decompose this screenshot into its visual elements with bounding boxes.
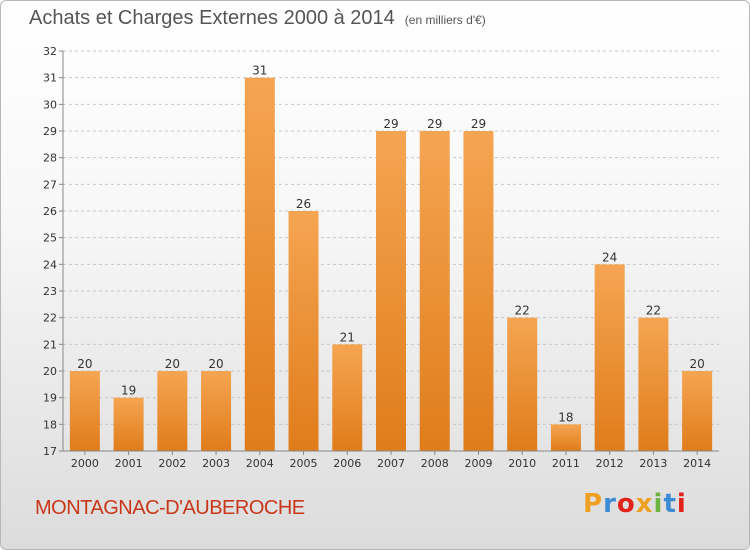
bar — [244, 77, 275, 452]
data-label: 31 — [252, 64, 267, 78]
logo-letter: t — [663, 489, 677, 519]
y-tick-label: 17 — [43, 445, 57, 458]
data-label: 24 — [602, 250, 617, 264]
bar — [157, 371, 188, 451]
y-tick-label: 20 — [43, 365, 57, 378]
y-tick-label: 24 — [43, 258, 57, 271]
commune-name: MONTAGNAC-D'AUBEROCHE — [35, 497, 305, 519]
bar — [463, 131, 494, 451]
bar — [201, 371, 232, 451]
data-label: 20 — [77, 357, 92, 371]
data-label: 19 — [121, 384, 136, 398]
bar — [288, 211, 319, 451]
y-tick-label: 30 — [43, 98, 57, 111]
data-label: 22 — [515, 304, 530, 318]
bar — [682, 371, 713, 451]
axes: 17 18 19 20 21 22 23 24 25 26 27 28 29 30 31 32 2000 2001… — [43, 45, 719, 470]
bars — [69, 77, 713, 452]
x-tick-label: 2005 — [290, 457, 318, 470]
chart-title-text: Achats et Charges Externes 2000 à 2014 — [29, 7, 395, 29]
data-label: 20 — [208, 357, 223, 371]
y-tick-label: 21 — [43, 338, 57, 351]
logo-letter: o — [616, 489, 636, 519]
x-tick-label: 2011 — [552, 457, 580, 470]
bar — [69, 371, 100, 451]
data-label: 22 — [646, 304, 661, 318]
y-tick-label: 29 — [43, 125, 57, 138]
data-label: 26 — [296, 197, 311, 211]
x-tick-label: 2004 — [246, 457, 274, 470]
y-tick-label: 27 — [43, 178, 57, 191]
x-tick-label: 2010 — [508, 457, 536, 470]
x-tick-label: 2009 — [464, 457, 492, 470]
y-tick-label: 28 — [43, 152, 57, 165]
bar — [332, 344, 363, 451]
data-label: 29 — [427, 117, 442, 131]
logo-letter: x — [635, 489, 654, 519]
logo-letter: P — [583, 489, 604, 519]
bar — [419, 131, 450, 451]
x-tick-label: 2014 — [683, 457, 711, 470]
bar — [507, 317, 538, 451]
x-tick-label: 2008 — [421, 457, 449, 470]
y-tick-label: 31 — [43, 72, 57, 85]
y-tick-label: 26 — [43, 205, 57, 218]
x-tick-label: 2002 — [158, 457, 186, 470]
bar — [550, 424, 581, 451]
x-tick-label: 2003 — [202, 457, 230, 470]
bar — [376, 131, 406, 451]
y-tick-label: 25 — [43, 232, 57, 245]
logo-letter: r — [603, 489, 617, 519]
bar — [594, 264, 625, 451]
y-tick-label: 18 — [43, 418, 57, 431]
proxiti-logo: Proxiti — [583, 489, 687, 519]
bar — [113, 397, 144, 451]
bar — [638, 317, 669, 451]
x-tick-label: 2012 — [596, 457, 624, 470]
x-tick-label: 2007 — [377, 457, 405, 470]
data-label: 21 — [340, 330, 355, 344]
data-label: 29 — [383, 117, 398, 131]
y-tick-label: 32 — [43, 45, 57, 58]
data-label: 29 — [471, 117, 486, 131]
y-tick-label: 22 — [43, 312, 57, 325]
chart-unit-text: (en milliers d'€) — [404, 13, 486, 27]
x-tick-label: 2006 — [333, 457, 361, 470]
data-labels: 20 19 20 20 31 26 21 29 29 29 22 18 24 22 20 — [77, 64, 705, 425]
logo-letter: i — [653, 489, 664, 519]
x-tick-label: 2013 — [639, 457, 667, 470]
logo-letter: i — [676, 489, 687, 519]
chart-title: Achats et Charges Externes 2000 à 2014 (e… — [29, 7, 486, 30]
y-tick-label: 19 — [43, 392, 57, 405]
data-label: 20 — [689, 357, 704, 371]
y-tick-label: 23 — [43, 285, 57, 298]
x-tick-label: 2000 — [71, 457, 99, 470]
x-tick-label: 2001 — [115, 457, 143, 470]
data-label: 20 — [165, 357, 180, 371]
data-label: 18 — [558, 410, 573, 424]
